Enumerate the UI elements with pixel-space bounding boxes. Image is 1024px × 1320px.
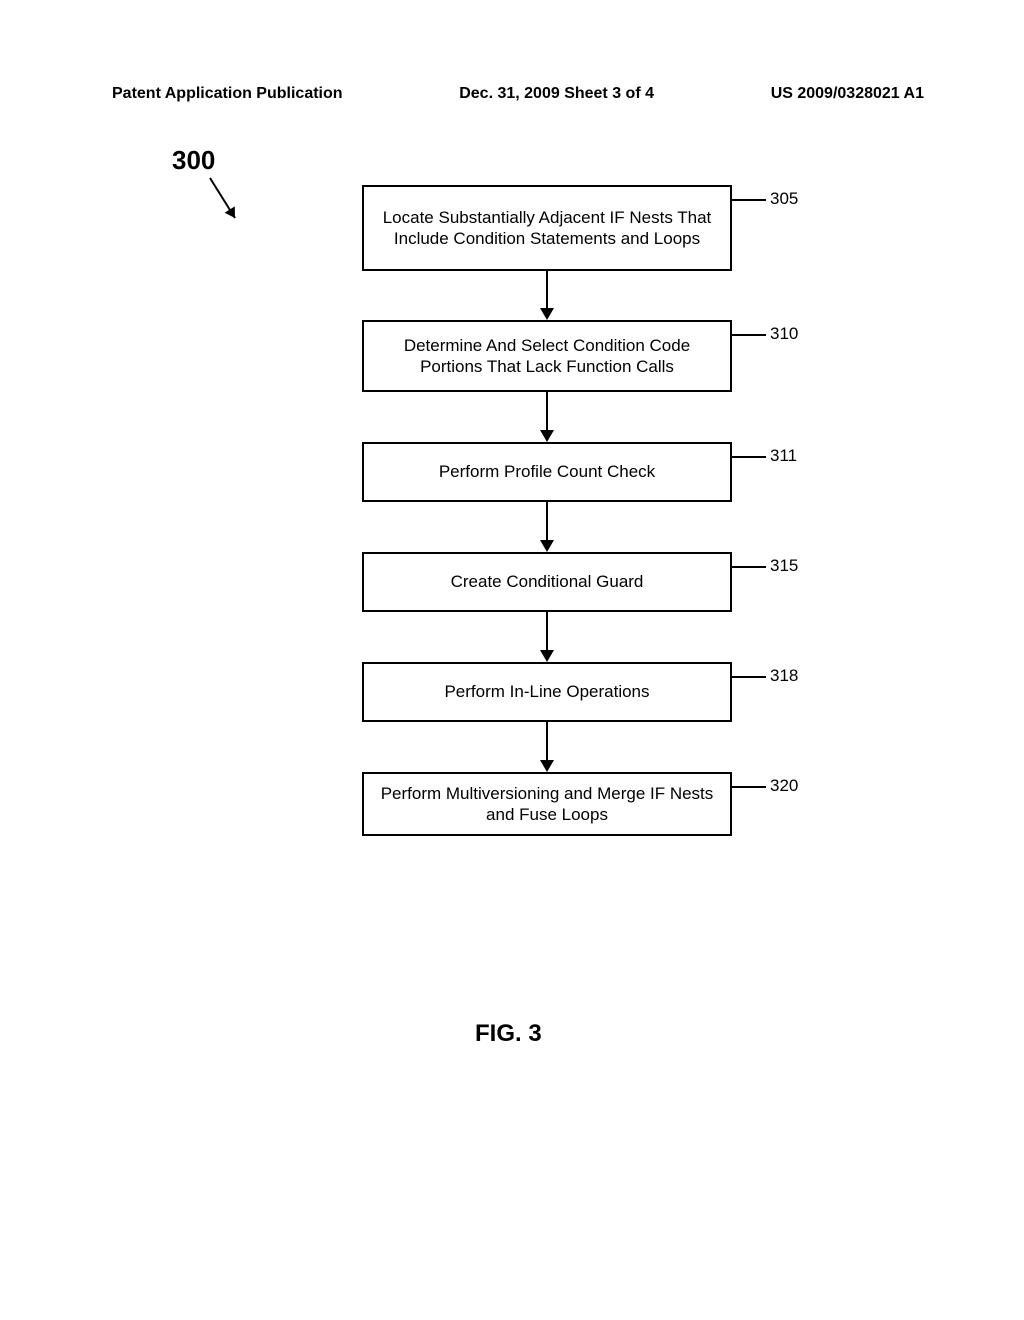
flow-step-310: Determine And Select Condition Code Port… [362,320,732,392]
figure-caption: FIG. 3 [475,1020,542,1048]
flow-step-number: 310 [770,324,798,344]
leader-line [732,456,766,458]
arrow-head-icon [540,650,554,662]
leader-line [732,199,766,201]
flow-step-number: 315 [770,556,798,576]
leader-line [732,676,766,678]
flow-step-320: Perform Multiversioning and Merge IF Nes… [362,772,732,836]
flow-step-text: Perform Profile Count Check [439,461,655,482]
header-left: Patent Application Publication [112,85,343,103]
flow-step-text: Determine And Select Condition Code Port… [374,335,720,378]
arrow-head-icon [540,430,554,442]
leader-line [732,566,766,568]
flow-step-text: Create Conditional Guard [451,571,644,592]
page-header: Patent Application Publication Dec. 31, … [0,85,1024,103]
flow-step-number: 305 [770,189,798,209]
flow-arrow [546,392,548,430]
header-right: US 2009/0328021 A1 [771,85,924,103]
arrow-head-icon [540,540,554,552]
flow-arrow [546,612,548,650]
flow-step-number: 318 [770,666,798,686]
flow-step-number: 311 [770,446,797,466]
flow-step-text: Perform Multiversioning and Merge IF Nes… [374,783,720,826]
flow-step-315: Create Conditional Guard [362,552,732,612]
flow-step-text: Locate Substantially Adjacent IF Nests T… [374,207,720,250]
flow-arrow [546,271,548,308]
flow-step-number: 320 [770,776,798,796]
flow-arrow [546,722,548,760]
flow-arrow [546,502,548,540]
leader-line [732,786,766,788]
header-center: Dec. 31, 2009 Sheet 3 of 4 [459,85,654,103]
flow-step-311: Perform Profile Count Check [362,442,732,502]
leader-line [732,334,766,336]
flow-step-318: Perform In-Line Operations [362,662,732,722]
arrow-head-icon [540,760,554,772]
flow-step-305: Locate Substantially Adjacent IF Nests T… [362,185,732,271]
diagram-number: 300 [172,145,215,176]
arrow-head-icon [540,308,554,320]
flow-step-text: Perform In-Line Operations [444,681,649,702]
